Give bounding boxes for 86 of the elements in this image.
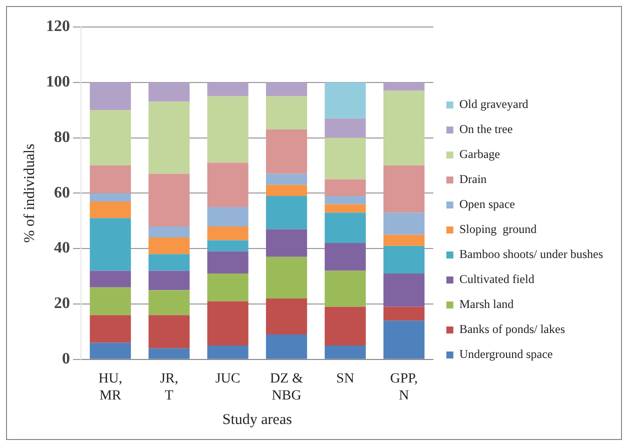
bar bbox=[266, 196, 308, 230]
bar bbox=[90, 287, 131, 316]
bar bbox=[324, 346, 366, 359]
bar bbox=[383, 212, 425, 235]
legend-label: Bamboo shoots/ under bushes bbox=[459, 247, 604, 262]
x-tick-label: HU, MR bbox=[98, 371, 122, 404]
bar bbox=[266, 96, 308, 130]
bar bbox=[383, 246, 425, 274]
x-tick-label: SN bbox=[336, 371, 354, 386]
bar bbox=[148, 174, 190, 226]
bar bbox=[207, 274, 248, 302]
bar bbox=[148, 102, 190, 174]
bar bbox=[324, 243, 366, 271]
bar bbox=[324, 204, 366, 213]
bar bbox=[324, 196, 366, 204]
bar bbox=[148, 238, 190, 254]
bar bbox=[207, 96, 248, 163]
bar bbox=[90, 218, 131, 271]
bar bbox=[324, 138, 366, 180]
bar bbox=[266, 184, 308, 196]
bar bbox=[324, 179, 366, 196]
y-tick-label: 60 bbox=[54, 184, 70, 202]
y-tick-label: 40 bbox=[54, 240, 70, 257]
bar bbox=[383, 306, 425, 321]
bar bbox=[324, 306, 366, 346]
bar bbox=[148, 82, 190, 102]
bar bbox=[90, 193, 131, 202]
bar bbox=[90, 270, 131, 288]
legend-label: On the tree bbox=[459, 122, 513, 136]
bar bbox=[266, 334, 308, 359]
bar bbox=[148, 254, 190, 271]
x-tick-label: JR, T bbox=[160, 371, 178, 404]
legend-label: Cultivated field bbox=[459, 272, 534, 286]
legend-label: Old graveyard bbox=[459, 97, 528, 112]
y-tick-label: 0 bbox=[62, 350, 70, 368]
bar bbox=[90, 166, 131, 194]
bar bbox=[383, 274, 425, 307]
x-tick-label: GPP, N bbox=[390, 371, 418, 404]
bar bbox=[207, 162, 248, 208]
legend-label: Open space bbox=[459, 197, 515, 212]
bar bbox=[90, 82, 131, 110]
x-tick-label: JUC bbox=[215, 371, 240, 386]
bar bbox=[207, 251, 248, 274]
y-tick-label: 80 bbox=[54, 128, 70, 146]
legend-label: Underground space bbox=[459, 347, 553, 362]
bar bbox=[148, 315, 190, 348]
bar bbox=[148, 290, 190, 316]
bar bbox=[324, 118, 366, 138]
x-axis-title: Study areas bbox=[222, 412, 292, 428]
bar bbox=[207, 301, 248, 346]
y-axis-title: % of individuals bbox=[22, 143, 38, 243]
bar bbox=[383, 166, 425, 213]
bar bbox=[266, 82, 308, 96]
legend-label: Garbage bbox=[459, 147, 500, 162]
bar bbox=[266, 229, 308, 257]
bar bbox=[383, 90, 425, 166]
y-tick-label: 120 bbox=[46, 18, 70, 36]
bar bbox=[90, 315, 131, 343]
legend-label: Marsh land bbox=[459, 297, 514, 312]
bar bbox=[207, 346, 248, 359]
bar bbox=[266, 174, 308, 185]
bar bbox=[266, 256, 308, 298]
bar bbox=[324, 82, 366, 118]
legend-label: Banks of ponds/ lakes bbox=[459, 322, 566, 336]
bar bbox=[148, 226, 190, 238]
bar bbox=[148, 270, 190, 290]
bar bbox=[266, 298, 308, 334]
bar bbox=[324, 270, 366, 307]
legend-label: Drain bbox=[459, 172, 487, 186]
bar bbox=[324, 212, 366, 244]
bar bbox=[383, 320, 425, 359]
bar bbox=[266, 129, 308, 174]
bar bbox=[207, 240, 248, 252]
bar bbox=[383, 82, 425, 91]
bar bbox=[90, 202, 131, 218]
bar bbox=[207, 226, 248, 240]
bar bbox=[90, 110, 131, 166]
bar bbox=[90, 342, 131, 359]
bar bbox=[383, 234, 425, 246]
bar bbox=[207, 82, 248, 96]
y-tick-label: 100 bbox=[46, 74, 70, 91]
y-tick-label: 20 bbox=[54, 295, 70, 312]
legend-label: Sloping ground bbox=[459, 222, 537, 236]
bar bbox=[148, 348, 190, 359]
bar bbox=[207, 207, 248, 226]
x-tick-label: DZ & NBG bbox=[270, 371, 304, 404]
